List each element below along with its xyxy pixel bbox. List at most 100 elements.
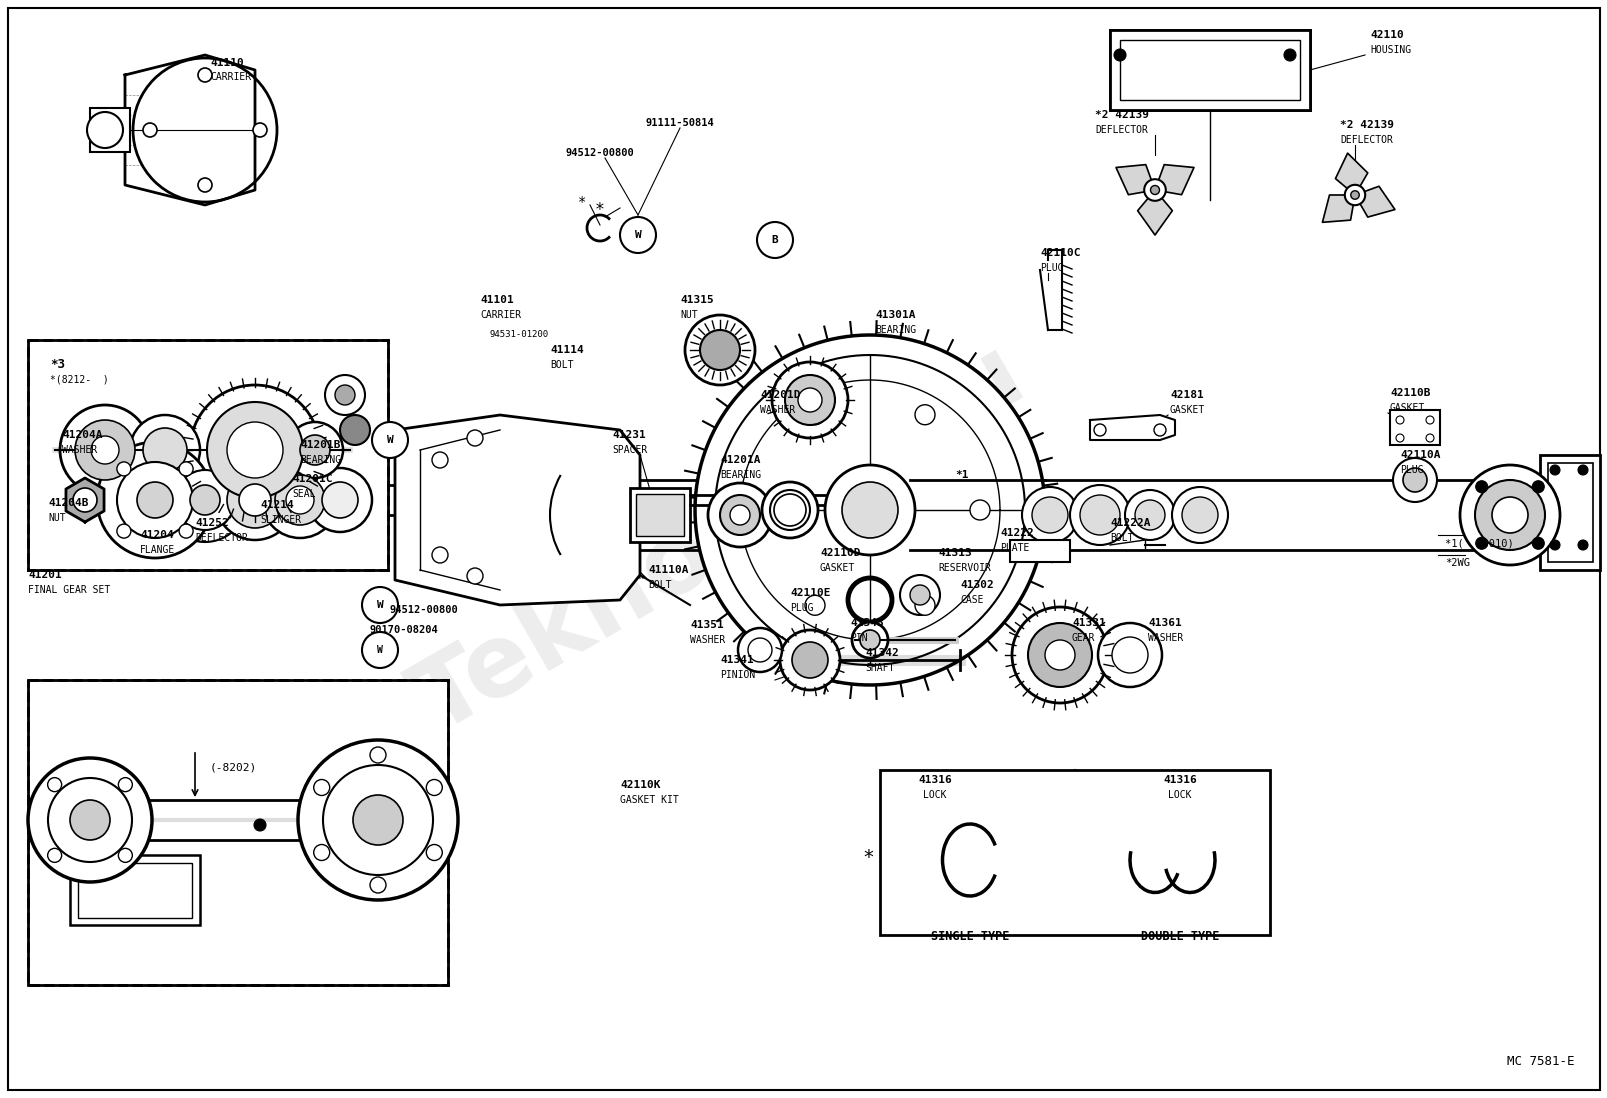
Text: LOCK: LOCK	[922, 789, 947, 800]
Circle shape	[119, 849, 132, 862]
Circle shape	[914, 595, 934, 615]
Circle shape	[297, 740, 458, 900]
Circle shape	[1093, 424, 1106, 436]
Circle shape	[773, 494, 805, 526]
Polygon shape	[694, 335, 1045, 685]
Circle shape	[371, 422, 408, 458]
Circle shape	[370, 747, 386, 763]
Text: NUT: NUT	[48, 513, 66, 523]
Text: B: B	[771, 235, 778, 245]
Text: 41201B: 41201B	[301, 440, 341, 450]
Text: BOLT: BOLT	[648, 580, 672, 590]
Text: 41302: 41302	[959, 580, 993, 590]
Circle shape	[1114, 49, 1125, 61]
Text: BOLT: BOLT	[550, 360, 574, 370]
Circle shape	[339, 415, 370, 445]
Circle shape	[749, 500, 770, 520]
Text: SHAFT: SHAFT	[865, 663, 893, 673]
Text: PLUG: PLUG	[789, 603, 813, 613]
Circle shape	[1172, 488, 1228, 544]
Circle shape	[1032, 497, 1067, 533]
Text: 41214: 41214	[260, 500, 294, 509]
Circle shape	[432, 547, 448, 563]
Circle shape	[1069, 485, 1130, 545]
Bar	[27, 340, 387, 570]
Text: *2 42139: *2 42139	[1094, 110, 1149, 120]
Bar	[630, 488, 689, 542]
Circle shape	[72, 488, 96, 512]
Polygon shape	[1136, 190, 1172, 235]
Text: *3: *3	[50, 358, 64, 371]
Text: 42181: 42181	[1170, 390, 1204, 400]
Text: 90170-08204: 90170-08204	[370, 625, 439, 635]
Polygon shape	[1355, 187, 1393, 217]
Text: 94512-00800: 94512-00800	[391, 605, 458, 615]
Text: PLUG: PLUG	[1400, 464, 1422, 475]
Circle shape	[1395, 434, 1403, 442]
Text: 41231: 41231	[612, 430, 646, 440]
Circle shape	[738, 628, 781, 672]
Text: 41342: 41342	[865, 648, 898, 658]
Circle shape	[1531, 537, 1543, 549]
Circle shape	[1098, 623, 1162, 687]
Circle shape	[1403, 468, 1425, 492]
Text: 41351: 41351	[689, 620, 723, 630]
Circle shape	[286, 486, 313, 514]
Circle shape	[96, 442, 212, 558]
Circle shape	[48, 778, 132, 862]
Circle shape	[313, 780, 329, 795]
Text: 41110: 41110	[211, 58, 244, 68]
Circle shape	[1045, 640, 1075, 670]
Circle shape	[1549, 464, 1559, 475]
Text: FLANGE: FLANGE	[140, 545, 175, 554]
Text: 41204B: 41204B	[48, 498, 88, 508]
Text: 41222: 41222	[1000, 528, 1033, 538]
Bar	[1548, 463, 1593, 562]
Text: 41315: 41315	[680, 295, 714, 305]
Circle shape	[779, 630, 839, 690]
Circle shape	[805, 595, 824, 615]
Text: *1(  -8010): *1( -8010)	[1445, 538, 1512, 548]
Circle shape	[1350, 191, 1358, 199]
Circle shape	[620, 217, 656, 253]
Circle shape	[325, 376, 365, 415]
Circle shape	[275, 475, 325, 525]
Circle shape	[354, 795, 403, 845]
Circle shape	[239, 484, 272, 516]
Circle shape	[143, 123, 157, 137]
Circle shape	[48, 777, 61, 792]
Circle shape	[1027, 623, 1091, 687]
Text: CARRIER: CARRIER	[211, 72, 251, 82]
Circle shape	[1144, 179, 1165, 201]
Circle shape	[162, 458, 247, 542]
Bar	[1009, 540, 1069, 562]
Text: GASKET: GASKET	[1170, 405, 1205, 415]
Text: 41361: 41361	[1147, 618, 1181, 628]
Circle shape	[466, 430, 482, 446]
Circle shape	[914, 405, 934, 425]
Circle shape	[720, 495, 760, 535]
Polygon shape	[1321, 195, 1355, 222]
Circle shape	[1011, 607, 1107, 703]
Circle shape	[1531, 481, 1543, 493]
Text: BEARING: BEARING	[720, 470, 760, 480]
Circle shape	[190, 385, 320, 515]
Circle shape	[1343, 184, 1364, 205]
Text: WASHER: WASHER	[1147, 634, 1183, 643]
Text: 41316: 41316	[1162, 775, 1196, 785]
Circle shape	[757, 222, 792, 258]
Text: DOUBLE TYPE: DOUBLE TYPE	[1139, 930, 1218, 943]
Circle shape	[426, 780, 442, 795]
Polygon shape	[125, 55, 256, 205]
Circle shape	[137, 482, 174, 518]
Circle shape	[362, 632, 399, 668]
Circle shape	[143, 428, 186, 472]
Circle shape	[805, 405, 824, 425]
Circle shape	[762, 482, 818, 538]
Text: 94531-01200: 94531-01200	[490, 330, 548, 339]
Circle shape	[76, 421, 135, 480]
Text: *2 42139: *2 42139	[1339, 120, 1393, 130]
Circle shape	[87, 112, 122, 148]
Text: 41201A: 41201A	[720, 455, 760, 464]
Bar	[27, 680, 448, 985]
